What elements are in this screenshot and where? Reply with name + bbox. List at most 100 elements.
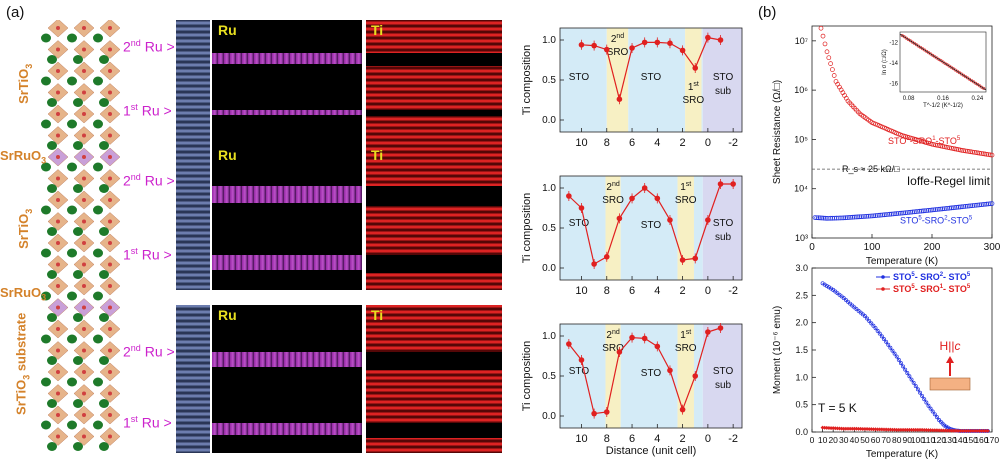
y-tick-label: 10⁷ <box>795 36 808 46</box>
sro2-series-label: STO5-SRO2-STO5 <box>900 216 973 226</box>
sro1-moment-marker <box>983 428 988 433</box>
srtio3-middle-label: SrTiO3 <box>16 208 34 249</box>
inset-marker <box>910 40 914 44</box>
sr-atom <box>41 119 51 129</box>
sro2-resistance-marker <box>883 212 889 217</box>
inset-marker <box>959 72 963 76</box>
first-ru-label-1: 1st Ru > <box>123 102 172 119</box>
sro1-moment-marker <box>981 428 986 433</box>
inset-y-label: ln σ (□/Ω) <box>882 49 888 74</box>
b-site-atom <box>56 219 60 224</box>
sro1-moment-marker <box>937 428 942 433</box>
sro2-resistance-marker <box>940 206 945 212</box>
sro2-resistance-marker <box>964 203 970 209</box>
inset-marker <box>963 75 967 79</box>
b-site-atom <box>108 305 112 310</box>
sr-atom <box>47 55 57 64</box>
b-site-atom <box>56 262 60 267</box>
data-point <box>566 341 572 347</box>
field-direction-label: H||c <box>940 339 961 353</box>
sto-region-shade <box>693 176 703 280</box>
inset-marker <box>902 35 906 39</box>
y-axis-label: Moment (10⁻⁶ emu) <box>772 306 783 394</box>
sro2-resistance-marker <box>959 204 965 210</box>
x-tick-label: 0 <box>705 433 711 445</box>
sro1-moment-marker <box>841 426 846 431</box>
sr-atom <box>67 248 77 258</box>
region-label-sto-sub: STO <box>713 218 734 229</box>
sro2-resistance-marker <box>926 208 931 213</box>
sr-atom <box>73 141 83 150</box>
data-point <box>705 217 711 223</box>
sr-atom <box>41 205 51 215</box>
sheet-resistance-plot: 10³ 10⁴ 10⁵ 10⁶ 10⁷ 0 100 200 300 Temperature (K)… <box>772 25 1000 267</box>
region-label-sto: STO <box>569 218 590 229</box>
data-point <box>679 47 686 54</box>
sro2-resistance-marker <box>859 214 864 220</box>
sro1-resistance-marker <box>977 150 982 156</box>
sro1-moment-marker <box>888 427 893 432</box>
sro1-moment-marker <box>848 426 853 431</box>
inset-y-tick-label: -12 <box>889 40 898 46</box>
sro2-moment-marker <box>915 387 920 392</box>
haadf-image <box>176 20 210 152</box>
sro2-resistance-marker <box>952 205 958 210</box>
region-label-1st: 1st <box>680 181 691 193</box>
sro2-resistance-marker <box>927 207 933 213</box>
sr-atom <box>93 377 103 387</box>
data-point <box>616 215 623 222</box>
sro2-resistance-marker <box>931 207 937 213</box>
sr-atom <box>73 270 83 279</box>
b-site-atom <box>56 47 60 52</box>
inset-marker <box>974 81 978 85</box>
sro1-moment-marker <box>850 426 855 431</box>
sro2-moment-marker <box>867 318 872 323</box>
b-site-atom <box>56 26 60 30</box>
b-site-atom <box>82 112 86 116</box>
sro2-moment-marker <box>898 361 903 366</box>
sro2-resistance-marker <box>947 205 952 211</box>
data-point <box>603 409 610 415</box>
sro2-resistance-marker <box>956 204 961 210</box>
sro1-moment-marker <box>894 427 899 432</box>
sro1-resistance-marker <box>940 144 945 149</box>
sro1-moment-marker <box>865 427 870 432</box>
ti-map-tag: Ti <box>371 22 384 38</box>
rs-annotation: R_s ≈ 25 kΩ/□ <box>842 164 900 174</box>
y-axis-label: Ti composition <box>521 341 533 412</box>
data-point <box>616 96 623 102</box>
sro2-resistance-marker <box>954 204 960 210</box>
y-tick-label: 0.0 <box>542 411 556 422</box>
sro2-resistance-marker <box>963 204 968 209</box>
data-point <box>654 195 661 202</box>
sro1-moment-marker <box>896 427 901 432</box>
inset-marker <box>904 36 908 40</box>
region-label-sto: STO <box>641 220 662 231</box>
sr-atom <box>99 270 109 279</box>
sr-atom <box>93 248 103 258</box>
inset-marker <box>945 63 949 67</box>
sro1-moment-marker <box>829 426 834 431</box>
sr-atom <box>47 98 57 107</box>
data-point <box>717 325 724 331</box>
b-site-atom <box>56 284 60 288</box>
data-point <box>667 40 673 46</box>
sro2-moment-marker <box>930 409 935 414</box>
x-tick-label: 120 <box>932 435 946 445</box>
sro1-moment-marker <box>854 426 859 431</box>
sro1-resistance-marker <box>943 144 949 150</box>
b-site-atom <box>108 327 112 331</box>
x-tick-label: 60 <box>871 435 881 445</box>
sro2-resistance-marker <box>933 207 938 212</box>
sro2-resistance-marker <box>839 215 845 221</box>
b-site-atom <box>108 370 112 374</box>
inset-marker <box>949 65 953 69</box>
sr-atom <box>67 291 77 301</box>
sro1-moment-marker <box>907 427 912 432</box>
sr-atom <box>73 184 83 193</box>
sr-atom <box>99 184 109 193</box>
data-point <box>616 349 623 355</box>
srtio3-substrate-label: SrTiO3 substrate <box>13 312 32 415</box>
sro1-moment-marker <box>973 428 978 433</box>
